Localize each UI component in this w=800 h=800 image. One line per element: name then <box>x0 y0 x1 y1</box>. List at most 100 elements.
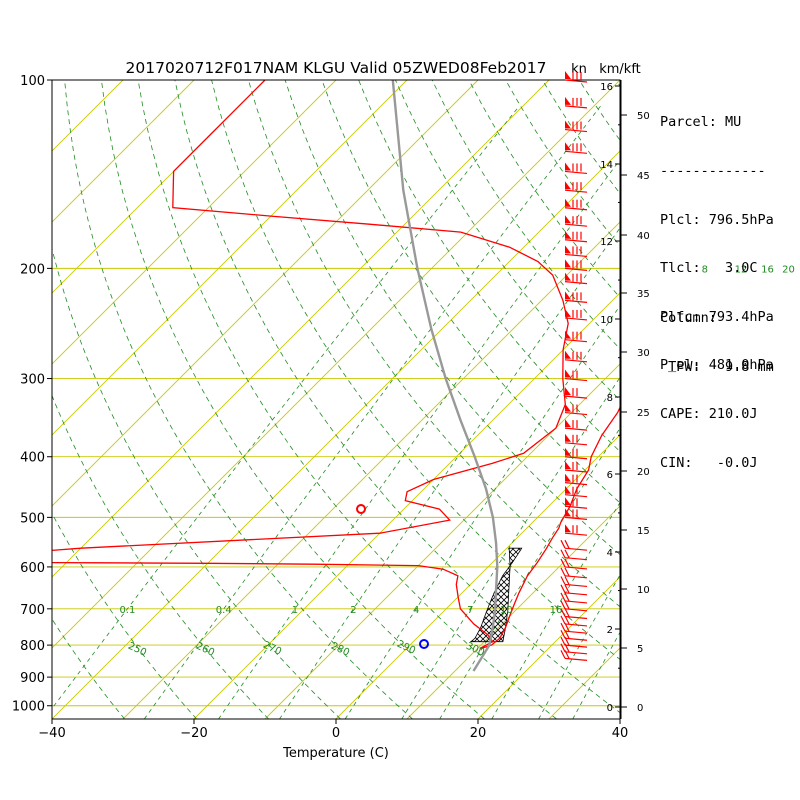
barb-staff <box>564 442 588 446</box>
parcel-line: CIN: -0.0J <box>660 454 758 471</box>
barb-flag <box>565 485 571 494</box>
barb-flag <box>565 162 571 171</box>
barb-flag <box>565 245 571 254</box>
barb-feather <box>560 549 566 558</box>
plot-area <box>52 80 620 719</box>
barb-staff <box>564 469 588 473</box>
isotherm <box>193 292 620 719</box>
dry-adiabat <box>174 80 620 714</box>
barb-staff <box>564 377 588 382</box>
km-tick-label: 4 <box>607 548 613 559</box>
barb-flag <box>565 387 571 396</box>
barb-staff <box>564 630 588 634</box>
barb-feather <box>560 622 566 632</box>
barb-flag <box>565 403 571 412</box>
wind-barb <box>564 308 588 321</box>
plot-frame <box>51 79 621 720</box>
barb-staff <box>564 189 588 193</box>
mixing-ratio-label: 8 <box>702 264 708 275</box>
wind-barb <box>564 508 588 520</box>
dewpoint-line <box>52 80 569 650</box>
x-tick-label: 0 <box>332 726 340 741</box>
barb-staff <box>564 239 588 243</box>
barb-feather <box>560 636 566 646</box>
wind-barb <box>564 230 588 243</box>
kft-tick-label: 30 <box>637 348 650 359</box>
barb-staff <box>564 557 588 561</box>
dry-adiabat <box>101 80 485 719</box>
lcl-marker <box>419 639 429 649</box>
isotherm <box>406 505 620 719</box>
wind-barb <box>564 71 588 83</box>
barb-staff <box>564 207 588 211</box>
dry-adiabat <box>284 80 620 556</box>
barb-staff <box>564 253 588 258</box>
barb-flag <box>565 215 571 224</box>
barb-feather <box>564 629 570 639</box>
x-tick-label: −20 <box>180 726 207 741</box>
dry-adiabat <box>395 80 620 401</box>
x-tick-label: 40 <box>612 726 629 741</box>
wind-barb <box>564 369 588 382</box>
barb-feather <box>560 592 566 602</box>
mixing-ratio-line <box>572 631 620 719</box>
barb-flag <box>565 272 571 281</box>
mixing-ratio-label: 16 <box>761 264 774 275</box>
isotherm <box>52 80 337 365</box>
isotherm <box>52 80 195 223</box>
barb-feather <box>564 584 570 594</box>
parcel-line <box>391 80 499 672</box>
dry-adiabat-label: 250 <box>126 641 148 659</box>
wind-barb <box>560 539 588 551</box>
barb-staff <box>564 566 588 570</box>
wind-barb <box>564 291 588 303</box>
wind-barb <box>564 181 588 193</box>
wind-barb <box>564 497 588 509</box>
barb-staff <box>564 644 588 648</box>
p-tick-label: 300 <box>20 373 45 388</box>
isotherm <box>335 434 620 719</box>
barb-staff <box>564 267 588 271</box>
dry-adiabat <box>52 618 125 719</box>
barb-flag <box>565 291 571 300</box>
barb-staff <box>564 516 588 520</box>
mixing-ratio-line <box>538 574 620 719</box>
km-tick-label: 6 <box>607 470 613 481</box>
barb-feather <box>564 567 570 577</box>
wind-barb <box>560 558 588 570</box>
wind-barb <box>564 524 588 536</box>
mixing-ratio-label: 16 <box>550 605 563 616</box>
barb-flag <box>565 96 571 105</box>
wind-barb <box>564 330 588 343</box>
barb-staff <box>564 150 588 154</box>
isotherm <box>122 221 620 719</box>
wind-barb <box>564 259 588 271</box>
barb-flag <box>565 308 571 317</box>
barb-feather <box>564 539 570 549</box>
wind-barb <box>564 162 588 175</box>
p-tick-label: 400 <box>20 451 45 466</box>
isotherm <box>52 80 550 578</box>
barb-feather <box>560 576 566 585</box>
km-tick-label: 0 <box>607 703 613 714</box>
mixing-ratio-label: 20 <box>782 264 795 275</box>
barb-feather <box>564 600 570 610</box>
barb-feather <box>560 643 566 653</box>
p-tick-label: 600 <box>20 561 45 576</box>
barb-staff <box>564 505 588 509</box>
mixing-ratio-line <box>279 227 620 719</box>
dry-adiabat <box>431 80 620 350</box>
wind-barb <box>564 120 588 133</box>
barb-feather <box>564 576 570 585</box>
barb-flag <box>565 181 571 190</box>
mixing-ratio-label: 0.4 <box>216 605 232 616</box>
isotherm <box>52 80 479 507</box>
barb-staff <box>564 411 588 416</box>
barb-flag <box>565 433 571 442</box>
barb-staff <box>564 317 588 321</box>
wind-barb <box>560 615 588 627</box>
barb-feather <box>564 592 570 602</box>
height-unit-label: km/kft <box>599 62 641 77</box>
parcel-line: ------------- <box>660 163 766 179</box>
parcel-line: Parcel: MU <box>660 114 742 131</box>
